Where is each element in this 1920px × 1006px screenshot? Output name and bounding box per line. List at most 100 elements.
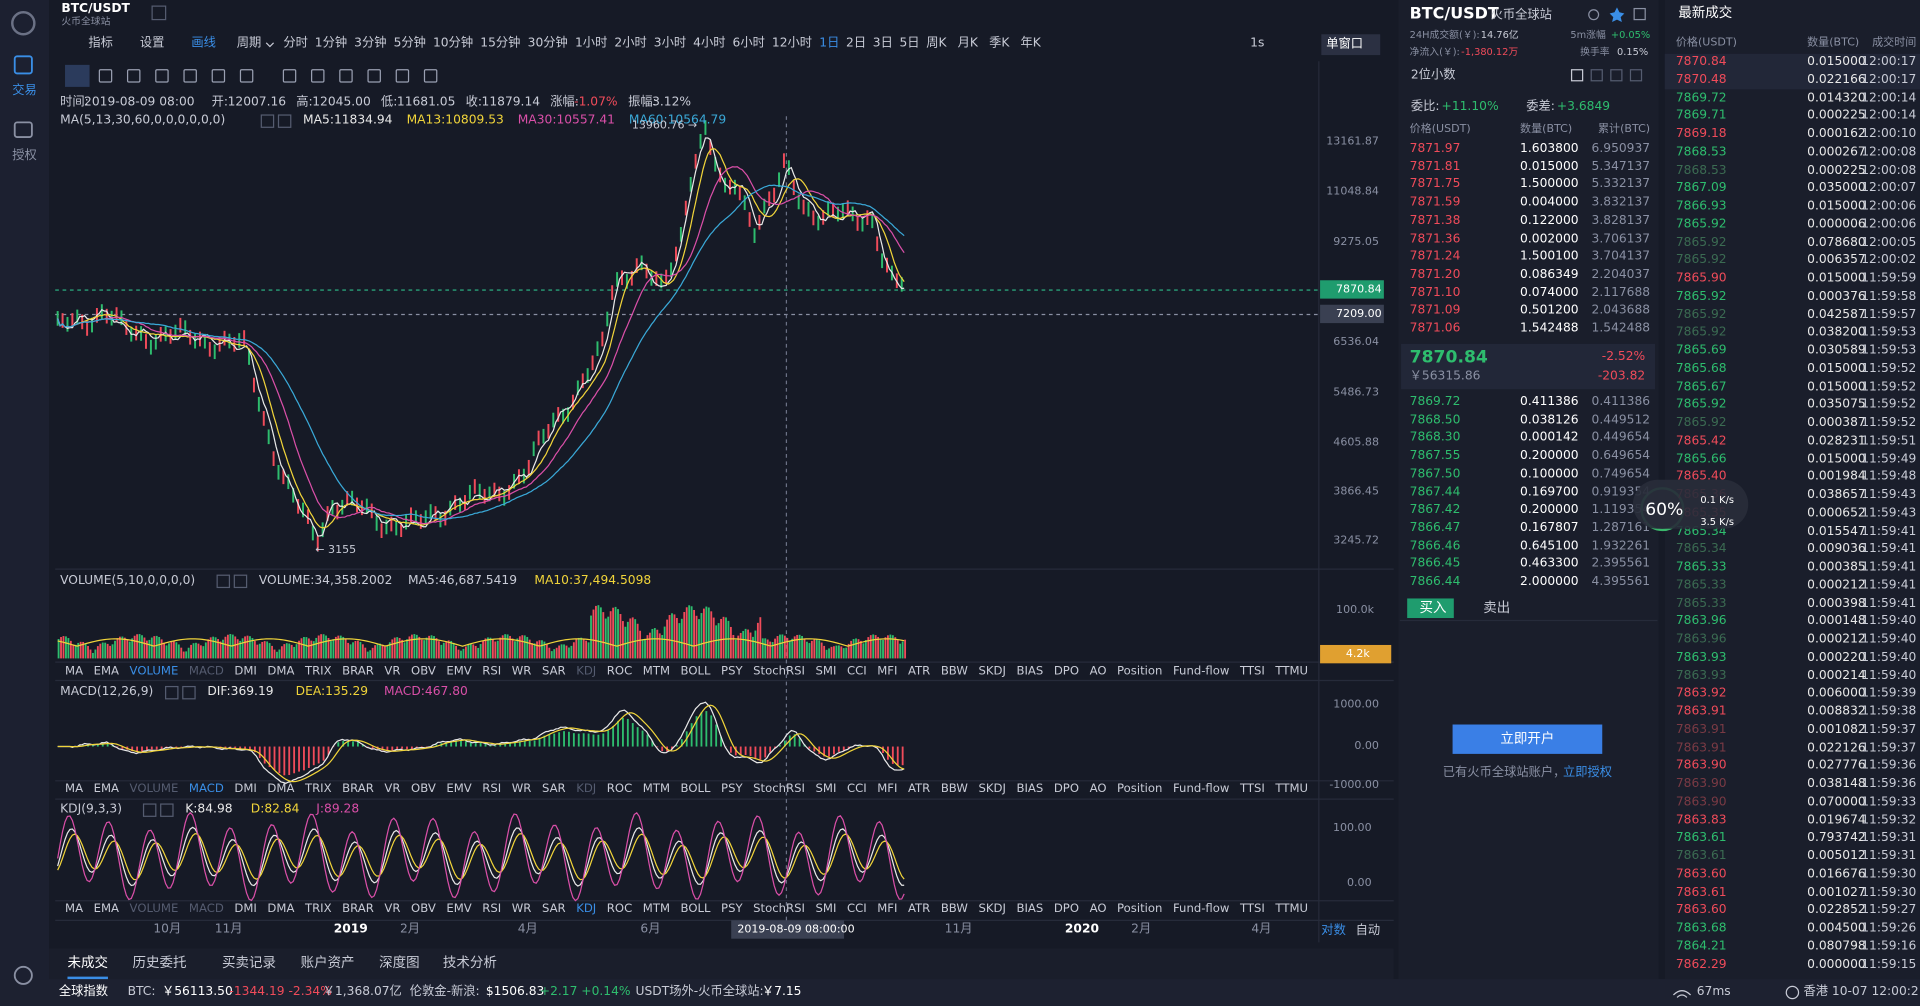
indicator-tab[interactable]: TRIX bbox=[304, 782, 332, 796]
indicator-tab[interactable]: CCI bbox=[846, 901, 867, 916]
period[interactable]: 2小时 bbox=[614, 36, 647, 51]
bottom-tab[interactable]: 技术分析 bbox=[442, 954, 497, 971]
indicator-tab[interactable]: BIAS bbox=[1016, 782, 1044, 796]
period[interactable]: 2日 bbox=[846, 36, 867, 51]
indicator-tab[interactable]: PSY bbox=[721, 901, 743, 916]
indicator-tab[interactable]: WR bbox=[511, 664, 532, 679]
nav-auth[interactable]: 授权 bbox=[12, 149, 37, 163]
tool[interactable]: 指标 bbox=[88, 36, 113, 51]
indicator-tab[interactable]: SMI bbox=[815, 782, 837, 796]
open-account[interactable]: 立即开户 bbox=[1500, 730, 1555, 747]
indicator-tab[interactable]: Position bbox=[1117, 664, 1163, 679]
indicator-tab[interactable]: BRAR bbox=[342, 901, 374, 916]
period-label[interactable]: 周期 bbox=[236, 36, 262, 51]
indicator-tab[interactable]: RSI bbox=[482, 901, 502, 916]
indicator-tab[interactable]: StochRSI bbox=[753, 782, 805, 796]
indicator-tab[interactable]: MFI bbox=[877, 782, 898, 796]
indicator-tab[interactable]: KDJ bbox=[576, 664, 597, 679]
indicator-tab[interactable]: AO bbox=[1089, 901, 1107, 916]
period[interactable]: 分时 bbox=[283, 36, 308, 51]
indicator-tab[interactable]: MA bbox=[65, 664, 84, 679]
nav-trade[interactable]: 交易 bbox=[12, 84, 37, 98]
indicator-tab[interactable]: CCI bbox=[846, 664, 867, 679]
period[interactable]: 3日 bbox=[872, 36, 893, 51]
indicator-tab[interactable]: DPO bbox=[1053, 664, 1080, 679]
indicator-tab[interactable]: MFI bbox=[877, 901, 898, 916]
period[interactable]: 12小时 bbox=[771, 36, 813, 51]
indicator-tab[interactable]: CCI bbox=[846, 782, 867, 796]
indicator-tab[interactable]: EMV bbox=[446, 782, 472, 796]
decimals[interactable]: 2位小数 bbox=[1410, 68, 1456, 82]
indicator-tab[interactable]: AO bbox=[1089, 664, 1107, 679]
indicator-tab[interactable]: ROC bbox=[606, 664, 633, 679]
indicator-tab[interactable]: Position bbox=[1117, 901, 1163, 916]
period[interactable]: 3小时 bbox=[653, 36, 687, 51]
indicator-tab[interactable]: MTM bbox=[642, 901, 671, 916]
indicator-tab[interactable]: VOLUME bbox=[129, 664, 179, 679]
indicator-tab[interactable]: Position bbox=[1117, 782, 1163, 796]
indicator-tab[interactable]: DMA bbox=[267, 782, 295, 796]
period[interactable]: 1分钟 bbox=[314, 36, 348, 51]
indicator-tab[interactable]: VOLUME bbox=[129, 901, 179, 916]
indicator-tab[interactable]: SMI bbox=[815, 901, 837, 916]
indicator-tab[interactable]: BBW bbox=[940, 901, 968, 916]
indicator-tab[interactable]: RSI bbox=[482, 782, 502, 796]
indicator-tab[interactable]: DMA bbox=[267, 664, 295, 679]
period[interactable]: 4小时 bbox=[693, 36, 726, 51]
indicator-tab[interactable]: MA bbox=[65, 782, 84, 796]
bottom-tab[interactable]: 买卖记录 bbox=[222, 954, 277, 971]
indicator-tab[interactable]: BBW bbox=[940, 782, 968, 796]
open-account-btn[interactable] bbox=[1452, 724, 1603, 754]
period[interactable]: 5日 bbox=[899, 36, 920, 51]
indicator-tab[interactable]: OBV bbox=[411, 664, 436, 679]
indicator-tab[interactable]: StochRSI bbox=[753, 901, 805, 916]
period[interactable]: 年K bbox=[1020, 36, 1041, 51]
indicator-tab[interactable]: StochRSI bbox=[753, 664, 805, 679]
period[interactable]: 15分钟 bbox=[480, 36, 521, 51]
indicator-tab[interactable]: ATR bbox=[907, 901, 931, 916]
indicator-tab[interactable]: RSI bbox=[482, 664, 502, 679]
period[interactable]: 季K bbox=[989, 36, 1010, 51]
indicator-tab[interactable]: ROC bbox=[606, 901, 633, 916]
indicator-tab[interactable]: BBW bbox=[940, 664, 968, 679]
indicator-tab[interactable]: VOLUME bbox=[129, 782, 179, 796]
indicator-tab[interactable]: BOLL bbox=[680, 901, 711, 916]
indicator-tab[interactable]: BRAR bbox=[342, 664, 374, 679]
indicator-tab[interactable]: DPO bbox=[1053, 901, 1080, 916]
indicator-tab[interactable]: SAR bbox=[541, 901, 566, 916]
period[interactable]: 1小时 bbox=[575, 36, 608, 51]
period[interactable]: 1日 bbox=[819, 36, 840, 51]
bottom-tab[interactable]: 账户资产 bbox=[300, 954, 355, 971]
period[interactable]: 6小时 bbox=[732, 36, 765, 51]
indicator-tab[interactable]: TTSI bbox=[1239, 782, 1265, 796]
indicator-tab[interactable]: TTMU bbox=[1275, 901, 1309, 916]
indicator-tab[interactable]: MA bbox=[65, 901, 84, 916]
indicator-tab[interactable]: MTM bbox=[642, 782, 671, 796]
scale-log[interactable]: 对数 bbox=[1321, 923, 1346, 938]
window-mode[interactable]: 单窗口 bbox=[1326, 37, 1364, 52]
indicator-tab[interactable]: EMA bbox=[93, 901, 120, 916]
indicator-tab[interactable]: MFI bbox=[877, 664, 898, 679]
indicator-tab[interactable]: Fund-flow bbox=[1172, 782, 1230, 796]
indicator-tab[interactable]: MACD bbox=[188, 782, 224, 796]
tool[interactable]: 设置 bbox=[139, 36, 165, 51]
indicator-tab[interactable]: EMA bbox=[93, 782, 120, 796]
indicator-tab[interactable]: DMI bbox=[234, 782, 257, 796]
indicator-tab[interactable]: DMI bbox=[234, 901, 257, 916]
indicator-tab[interactable]: Fund-flow bbox=[1172, 664, 1230, 679]
indicator-tab[interactable]: KDJ bbox=[576, 901, 597, 916]
indicator-tab[interactable]: EMV bbox=[446, 901, 472, 916]
indicator-tab[interactable]: SKDJ bbox=[978, 901, 1006, 916]
indicator-tab[interactable]: ROC bbox=[606, 782, 633, 796]
indicator-tab[interactable]: VR bbox=[384, 664, 401, 679]
indicator-tab[interactable]: MACD bbox=[188, 901, 224, 916]
indicator-tab[interactable]: EMA bbox=[93, 664, 120, 679]
bottom-tab[interactable]: 未成交 bbox=[67, 954, 108, 971]
indicator-tab[interactable]: BOLL bbox=[680, 782, 711, 796]
period[interactable]: 月K bbox=[957, 36, 978, 51]
indicator-tab[interactable]: ATR bbox=[907, 782, 931, 796]
indicator-tab[interactable]: SKDJ bbox=[978, 664, 1006, 679]
tool[interactable]: 画线 bbox=[191, 36, 216, 51]
indicator-tab[interactable]: BIAS bbox=[1016, 664, 1044, 679]
indicator-tab[interactable]: BIAS bbox=[1016, 901, 1044, 916]
